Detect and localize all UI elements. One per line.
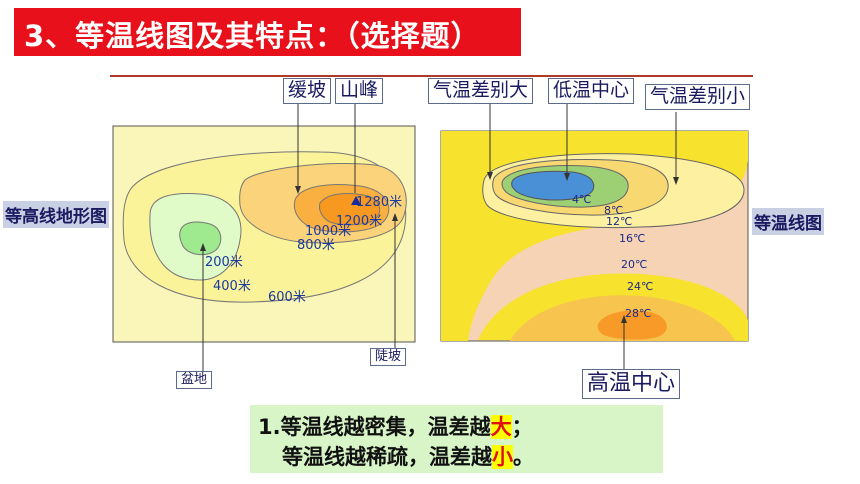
contour-basin-200 xyxy=(179,221,222,256)
contour-label-200: 200米 xyxy=(205,255,243,270)
isotherm-label-12: 12℃ xyxy=(606,215,632,228)
isotherm-map-label: 等温线图 xyxy=(752,208,824,235)
contour-1200 xyxy=(319,193,381,226)
isotherm-label-4: 4℃ xyxy=(572,193,591,206)
isotherm-label-8: 8℃ xyxy=(604,204,623,217)
contour-label-1200: 1200米 xyxy=(336,214,382,229)
isotherm-4 xyxy=(511,170,595,201)
contour-label-400: 400米 xyxy=(213,279,251,294)
contour-map-label: 等高线地形图 xyxy=(3,201,109,228)
summary-line-2: 等温线越稀疏，温差越小。 xyxy=(282,441,534,471)
peak-marker xyxy=(351,196,361,205)
isotherm-label-28: 28℃ xyxy=(625,307,651,320)
summary-line-1: 1.等温线越密集，温差越大； xyxy=(258,411,533,441)
title-divider xyxy=(110,75,753,77)
title-banner xyxy=(14,8,521,56)
contour-label-1280: 1280米 xyxy=(356,195,402,210)
summary-line-2-suffix: 。 xyxy=(513,445,534,469)
page-title: 3、等温线图及其特点：（选择题） xyxy=(24,19,481,53)
isotherm-label-20: 20℃ xyxy=(621,258,647,271)
low-center-callout: 低温中心 xyxy=(548,78,635,104)
contour-label-1000: 1000米 xyxy=(305,224,351,239)
summary-box: 1.等温线越密集，温差越大； 等温线越稀疏，温差越小。 xyxy=(250,405,663,473)
basin-callout: 盆地 xyxy=(176,371,213,390)
peak-callout: 山峰 xyxy=(335,78,384,104)
contour-label-800: 800米 xyxy=(297,238,335,253)
summary-line-2-text: 等温线越稀疏，温差越 xyxy=(282,445,492,469)
small-diff-callout: 气温差别小 xyxy=(645,84,751,110)
summary-line-1-text: 1.等温线越密集，温差越 xyxy=(258,415,491,439)
contour-map: 200米 400米 600米 800米 1000米 1200米 1280米 xyxy=(112,104,416,372)
contour-label-600: 600米 xyxy=(268,290,306,305)
steep-slope-callout: 陡坡 xyxy=(370,348,407,367)
high-center-callout: 高温中心 xyxy=(582,369,681,399)
gentle-slope-callout: 缓坡 xyxy=(283,78,332,104)
summary-line-1-suffix: ； xyxy=(511,415,533,439)
isotherm-label-24: 24℃ xyxy=(627,280,653,293)
summary-highlight-small: 小 xyxy=(492,445,513,469)
isotherm-map: 4℃ 8℃ 12℃ 16℃ 20℃ 24℃ 28℃ xyxy=(440,104,749,372)
isotherm-label-16: 16℃ xyxy=(619,232,645,245)
isotherm-28 xyxy=(597,310,667,340)
summary-highlight-large: 大 xyxy=(490,415,512,439)
large-diff-callout: 气温差别大 xyxy=(428,78,534,104)
